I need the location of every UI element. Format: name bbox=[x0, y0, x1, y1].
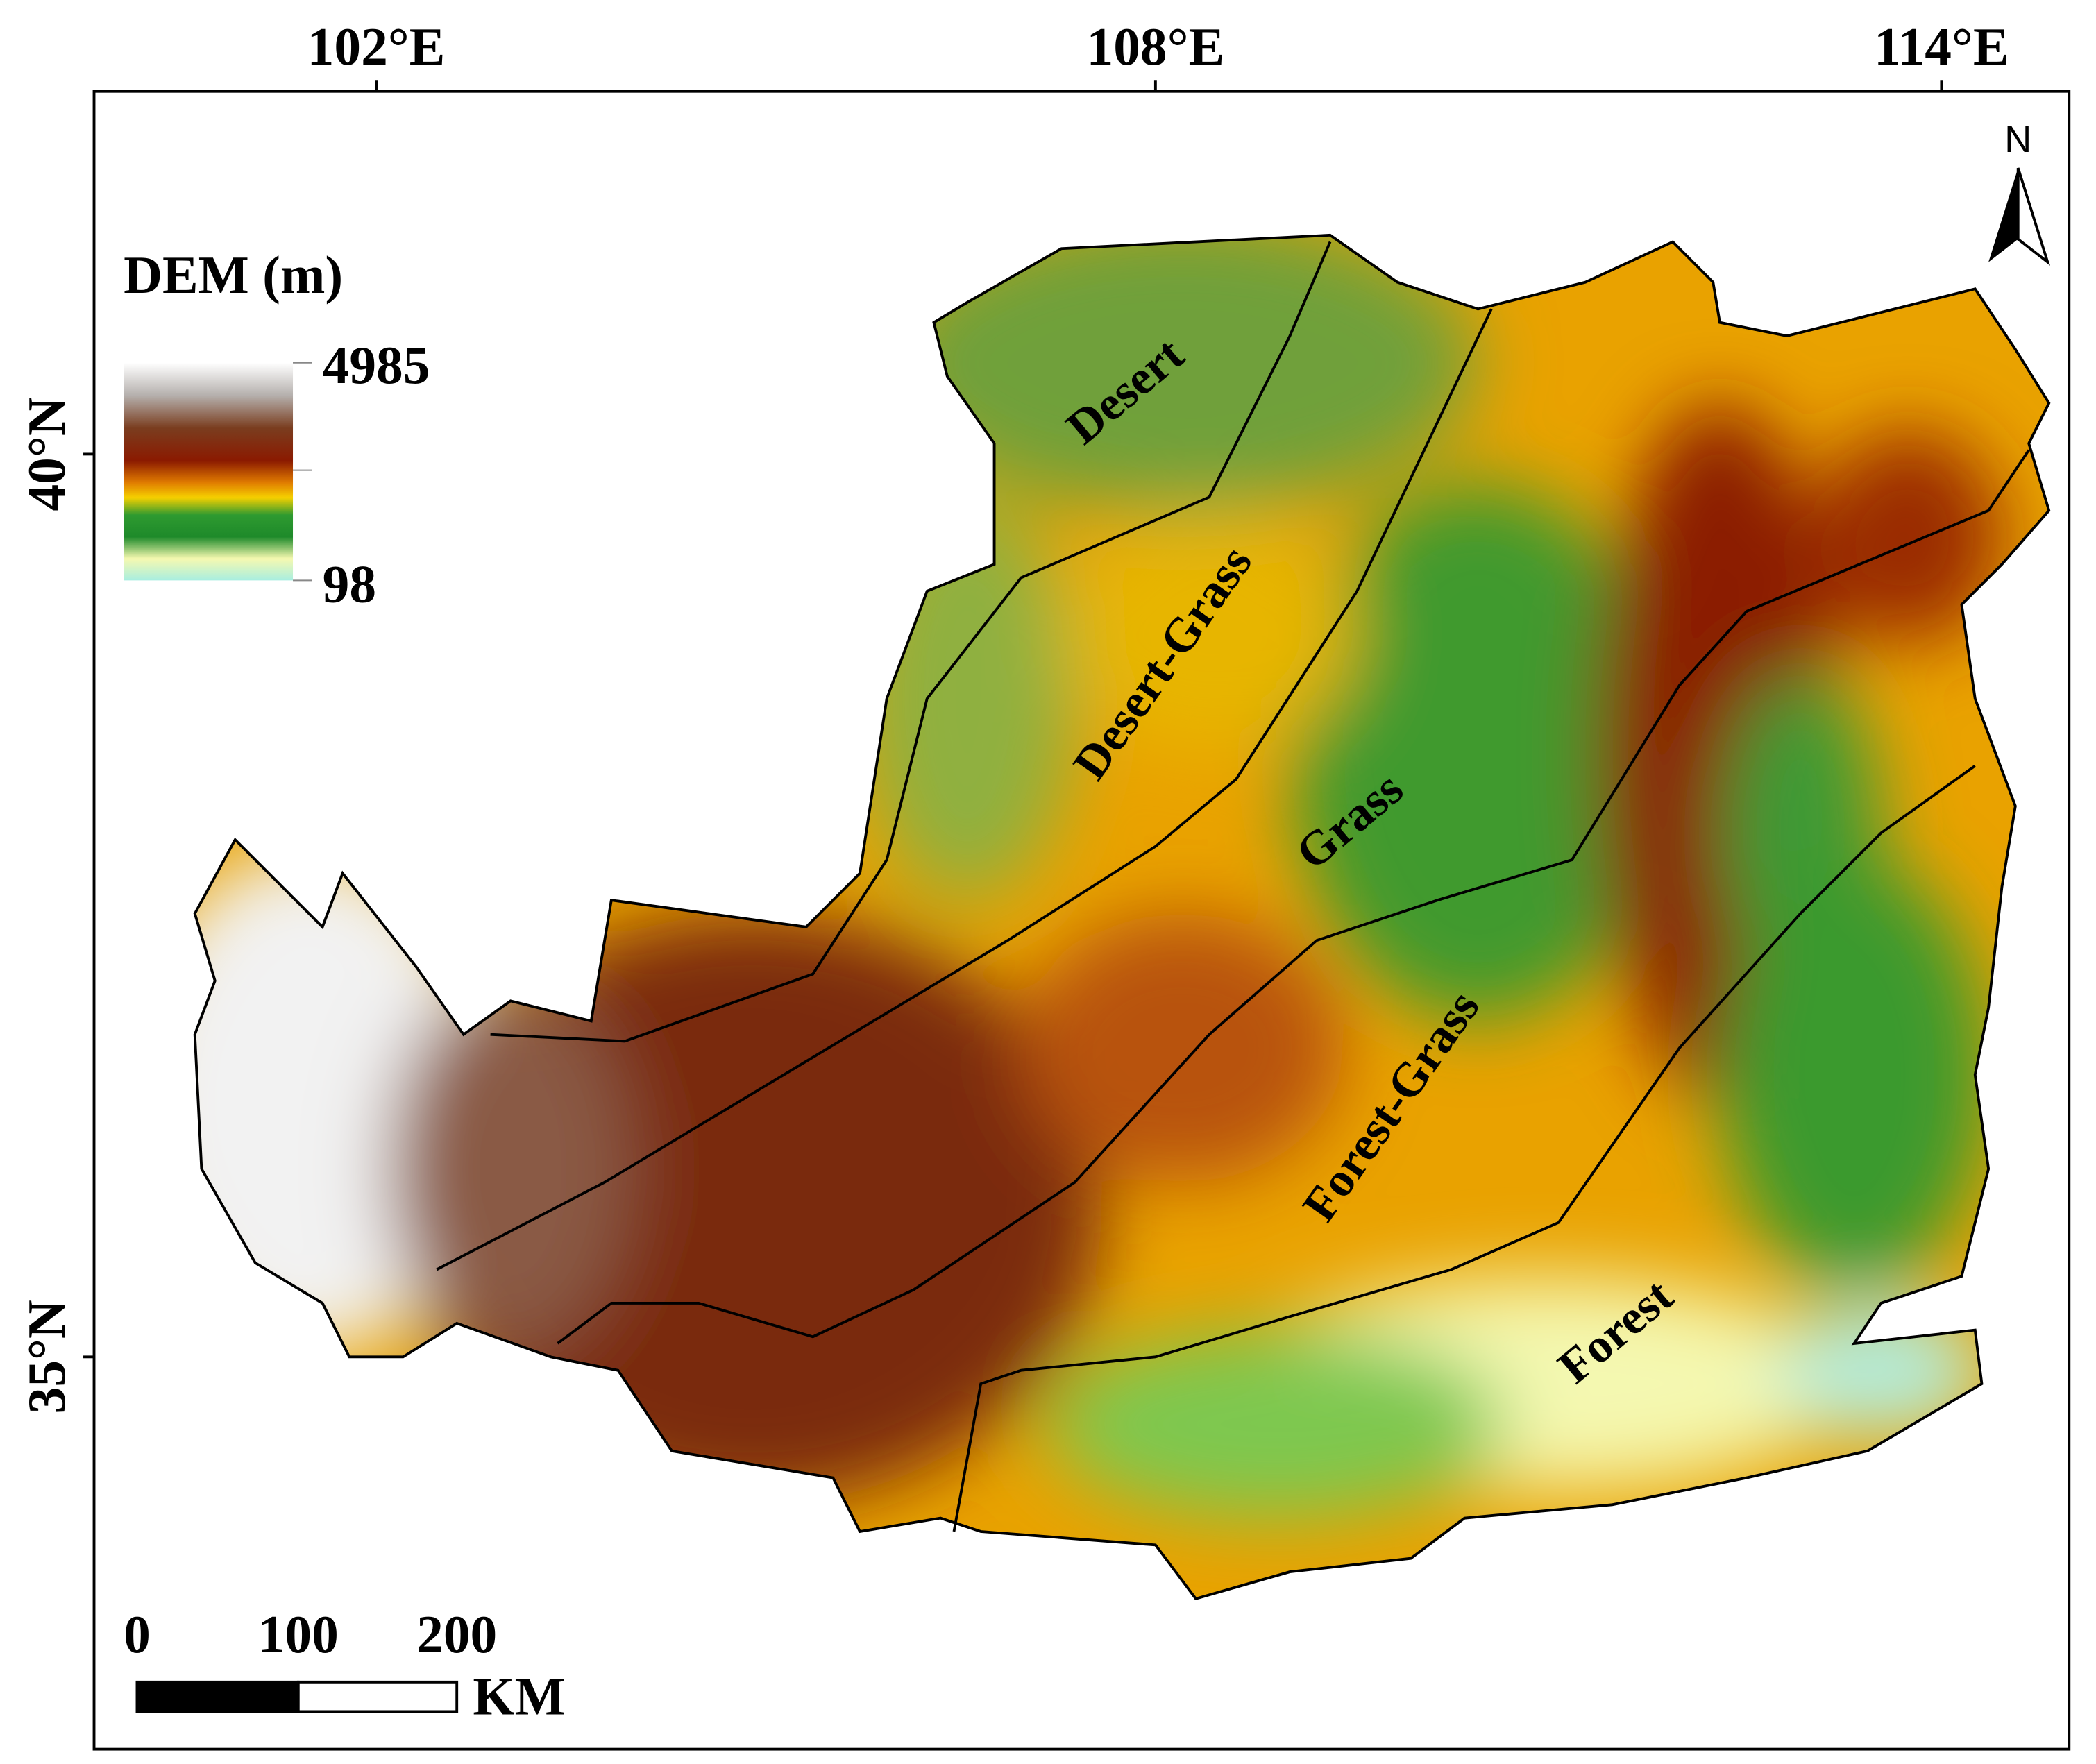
zone-boundary bbox=[952, 764, 1976, 1532]
zone-boundaries bbox=[436, 241, 2030, 1532]
legend-min: 98 bbox=[323, 554, 376, 613]
scale-label: 100 bbox=[258, 1604, 339, 1664]
scale-unit: KM bbox=[473, 1666, 565, 1726]
zone-boundary bbox=[490, 241, 1332, 1043]
longitude-label: 108°E bbox=[1087, 17, 1225, 76]
graticule-ticks bbox=[83, 80, 1943, 1359]
latitude-label: 40°N bbox=[17, 397, 76, 511]
scale-label: 200 bbox=[416, 1604, 497, 1664]
longitude-label: 102°E bbox=[307, 17, 446, 76]
longitude-label: 114°E bbox=[1874, 17, 2009, 76]
zone-boundary bbox=[557, 449, 2030, 1345]
zone-boundary bbox=[436, 308, 1493, 1271]
latitude-label: 35°N bbox=[17, 1300, 76, 1414]
scale-label: 0 bbox=[124, 1604, 151, 1664]
legend-max: 4985 bbox=[323, 335, 430, 395]
north-label: N bbox=[2004, 119, 2031, 160]
legend-title: DEM (m) bbox=[124, 245, 343, 305]
scale-bar: 0 100 200 KM bbox=[124, 1604, 566, 1726]
legend-colorbar bbox=[124, 362, 294, 581]
north-arrow: N bbox=[1988, 119, 2051, 266]
